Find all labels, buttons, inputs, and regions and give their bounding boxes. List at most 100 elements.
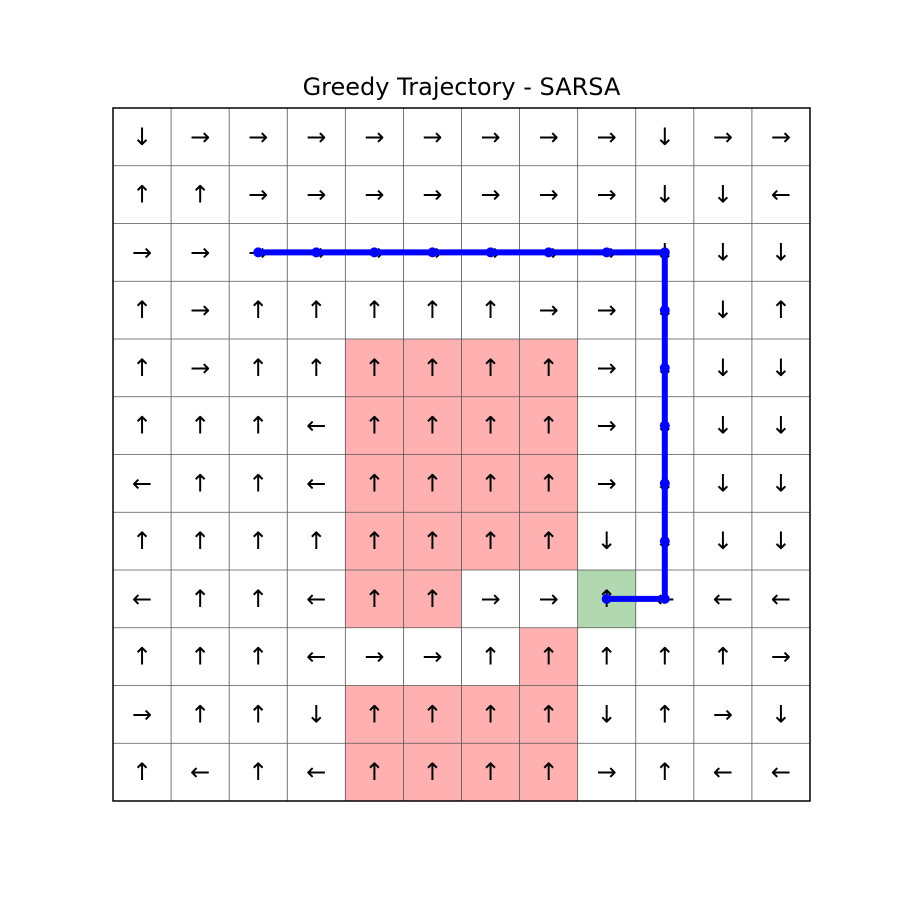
cliff-cell (519, 743, 578, 801)
policy-arrow: ↑ (248, 469, 268, 497)
policy-arrow: ↑ (306, 527, 326, 555)
policy-arrow: ↓ (771, 700, 791, 728)
trajectory-point (659, 305, 670, 316)
policy-arrow: ↑ (480, 296, 500, 324)
cliff-cell (461, 339, 520, 397)
policy-arrow: ↓ (306, 700, 326, 728)
policy-arrow: → (248, 181, 268, 209)
policy-arrow: ↑ (190, 585, 210, 613)
policy-arrow: → (422, 643, 442, 671)
policy-arrow: ↑ (480, 643, 500, 671)
policy-arrow: → (597, 758, 617, 786)
policy-arrow: ← (306, 585, 326, 613)
policy-arrow: → (422, 181, 442, 209)
policy-arrow: ↓ (771, 238, 791, 266)
policy-arrow: ↑ (248, 700, 268, 728)
trajectory-point (659, 536, 670, 547)
cliff-cell (403, 570, 462, 628)
policy-arrow: ↑ (364, 527, 384, 555)
policy-arrow: ↑ (422, 585, 442, 613)
policy-arrow: ← (771, 758, 791, 786)
trajectory-point (601, 593, 612, 604)
policy-arrow: ↑ (364, 700, 384, 728)
policy-arrow: → (539, 181, 559, 209)
policy-arrow: ↑ (364, 585, 384, 613)
policy-arrow: ↑ (422, 354, 442, 382)
policy-arrow: → (539, 296, 559, 324)
policy-arrow: → (190, 354, 210, 382)
policy-arrow: → (480, 181, 500, 209)
policy-arrow: ← (306, 758, 326, 786)
policy-arrow: ↑ (713, 643, 733, 671)
cliff-cell (519, 454, 578, 513)
policy-arrow: ↓ (597, 527, 617, 555)
policy-arrow: ↑ (190, 412, 210, 440)
policy-arrow: ↑ (422, 296, 442, 324)
cliff-cell (519, 685, 578, 744)
policy-arrow: ↓ (713, 238, 733, 266)
chart-title: Greedy Trajectory - SARSA (302, 73, 621, 101)
policy-arrow: ↓ (713, 354, 733, 382)
policy-arrow: ↑ (539, 412, 559, 440)
policy-arrow: ↑ (364, 758, 384, 786)
policy-arrow: ↓ (655, 181, 675, 209)
policy-arrow: → (480, 585, 500, 613)
policy-arrow: ↑ (597, 643, 617, 671)
policy-arrow: ↓ (771, 412, 791, 440)
policy-arrow: ↑ (190, 181, 210, 209)
policy-arrow: → (306, 181, 326, 209)
cliff-cell (403, 512, 462, 570)
policy-arrow: ← (713, 585, 733, 613)
policy-arrow: → (132, 700, 152, 728)
policy-arrow: ↑ (655, 758, 675, 786)
cliff-cell (345, 743, 404, 801)
cliff-cell (519, 512, 578, 570)
policy-arrow: ↑ (539, 354, 559, 382)
policy-arrow: ↑ (132, 412, 152, 440)
cliff-cell (345, 454, 404, 513)
policy-arrow: ↑ (248, 585, 268, 613)
policy-arrow: → (713, 123, 733, 151)
policy-arrow: → (597, 181, 617, 209)
policy-arrow: ↑ (190, 469, 210, 497)
policy-arrow: → (190, 238, 210, 266)
policy-arrow: ↑ (422, 469, 442, 497)
policy-arrow: ↑ (364, 296, 384, 324)
policy-arrow: ← (132, 469, 152, 497)
policy-arrow: ↑ (480, 700, 500, 728)
policy-arrow: ↑ (248, 758, 268, 786)
policy-arrow: ↓ (713, 181, 733, 209)
policy-arrow: ↑ (480, 469, 500, 497)
policy-arrow: ↓ (771, 527, 791, 555)
policy-arrow: → (364, 181, 384, 209)
cliff-cell (403, 339, 462, 397)
policy-arrow: ↓ (713, 469, 733, 497)
policy-arrow: ↑ (132, 527, 152, 555)
policy-arrow: ← (306, 643, 326, 671)
policy-arrow: ↓ (597, 700, 617, 728)
trajectory-point (659, 420, 670, 431)
cliff-cell (519, 339, 578, 397)
trajectory-point (601, 247, 612, 258)
policy-arrow: ← (190, 758, 210, 786)
cliff-cell (519, 627, 578, 686)
policy-arrow: → (422, 123, 442, 151)
policy-arrow: ← (771, 181, 791, 209)
trajectory-point (427, 247, 438, 258)
policy-arrow: ↑ (248, 527, 268, 555)
trajectory-point (659, 362, 670, 373)
trajectory-point (543, 247, 554, 258)
policy-arrow: ↑ (539, 469, 559, 497)
cliff-cell (461, 743, 520, 801)
policy-arrow: ↑ (480, 354, 500, 382)
policy-arrow: ↓ (713, 296, 733, 324)
policy-arrow: ↑ (480, 758, 500, 786)
cliff-cell (519, 396, 578, 455)
policy-arrow: ↑ (422, 527, 442, 555)
policy-arrow: ↑ (539, 700, 559, 728)
policy-arrow: ← (306, 469, 326, 497)
policy-arrow: ↑ (364, 412, 384, 440)
policy-arrow: → (597, 469, 617, 497)
policy-arrow: → (771, 643, 791, 671)
